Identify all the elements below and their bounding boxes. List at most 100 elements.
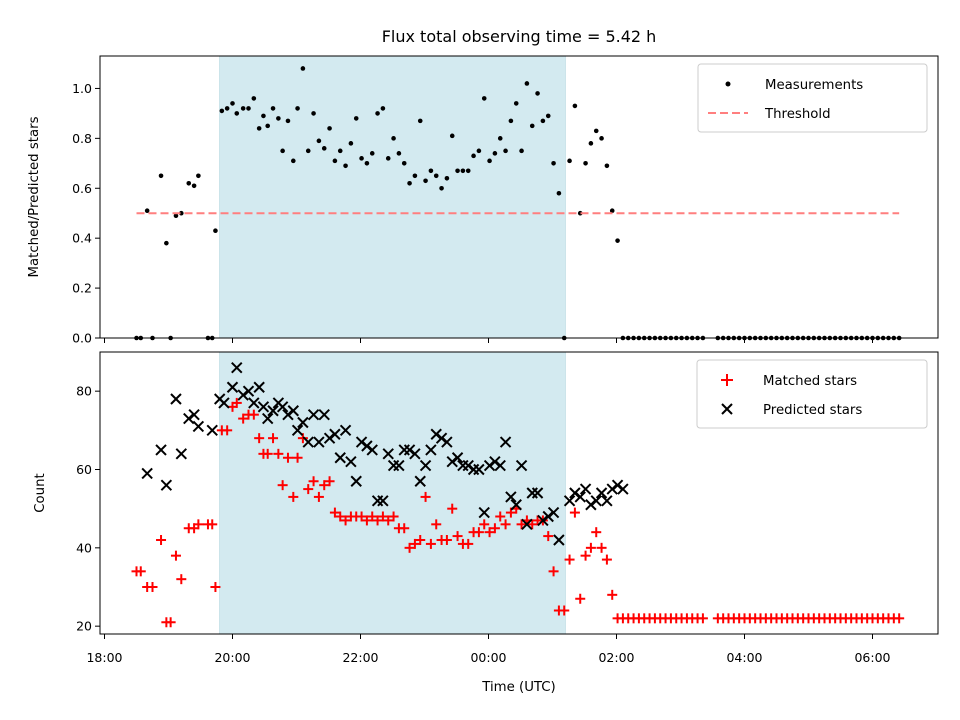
bot-x-tick: 20:00: [214, 634, 251, 665]
matched-stars-point: [473, 527, 484, 538]
bot-x-tick: 18:00: [86, 634, 123, 665]
predicted-stars-point: [531, 487, 544, 499]
matched-stars-point: [361, 515, 372, 526]
predicted-stars-point: [226, 381, 239, 393]
measurement-point: [285, 118, 291, 124]
predicted-stars-point: [334, 452, 346, 464]
measurement-point: [535, 91, 540, 96]
matched-stars-point: [607, 589, 618, 600]
matched-stars-point: [262, 448, 273, 459]
predicted-stars-point: [192, 420, 205, 433]
predicted-stars-point: [366, 444, 378, 456]
measurement-point: [460, 168, 466, 174]
measurement-point: [593, 128, 599, 134]
measurement-point: [455, 168, 460, 174]
predicted-stars-point: [141, 467, 153, 480]
predicted-stars-point: [155, 444, 167, 456]
matched-stars-point: [367, 511, 378, 522]
matched-stars-point: [559, 605, 570, 616]
measurement-point: [295, 106, 300, 111]
bottom-y-ticks: 20 40 60 80: [76, 384, 100, 634]
matched-stars-point: [516, 519, 527, 530]
measurement-point: [343, 163, 348, 169]
predicted-stars-point: [494, 459, 506, 472]
measurement-point: [158, 173, 164, 179]
predicted-stars-point: [350, 475, 362, 487]
matched-stars-point: [591, 527, 602, 538]
measurement-point: [609, 208, 615, 214]
predicted-stars-point: [521, 518, 533, 531]
predicted-stars-point: [175, 448, 188, 460]
matched-stars-point: [324, 476, 335, 487]
measurement-point: [583, 161, 588, 166]
matched-stars-point: [697, 613, 708, 624]
measurement-point: [396, 151, 402, 156]
matched-stars-point: [147, 582, 158, 592]
measurement-point: [337, 148, 343, 154]
top-y-tick: 0.0: [72, 331, 100, 346]
measurement-point: [471, 153, 476, 159]
predicted-stars-point: [430, 428, 442, 440]
bottom-legend-box: [696, 359, 928, 429]
predicted-stars-point: [377, 495, 389, 507]
legend-threshold-label: Threshold: [764, 107, 831, 122]
predicted-stars-point: [446, 455, 458, 468]
measurement-point: [412, 173, 418, 179]
matched-stars-point: [383, 515, 394, 526]
predicted-stars-point: [267, 405, 279, 417]
matched-stars-point: [135, 566, 146, 577]
matched-stars-point: [238, 413, 249, 424]
predicted-stars-point: [606, 483, 618, 495]
bot-y-tick-label: 40: [76, 540, 92, 555]
measurement-point: [572, 103, 578, 109]
predicted-stars-point: [237, 389, 249, 401]
predicted-stars-point: [355, 436, 368, 448]
predicted-stars-point: [206, 424, 218, 437]
top-y-tick-label: 0.2: [72, 281, 92, 296]
predicted-stars-point: [414, 475, 426, 487]
measurement-point: [401, 161, 407, 166]
predicted-stars-point: [441, 436, 453, 448]
legend-predicted-marker: [721, 403, 733, 415]
matched-stars-point: [452, 531, 463, 542]
matched-stars-point: [580, 550, 591, 561]
measurement-point: [291, 158, 296, 164]
measurement-point: [513, 101, 519, 106]
bottom-marks-layer: [131, 361, 905, 628]
predicted-stars-point: [542, 510, 554, 523]
bot-y-tick-label: 80: [76, 384, 92, 399]
predicted-stars-point: [248, 397, 260, 409]
predicted-stars-point: [276, 401, 289, 413]
matched-stars-point: [356, 511, 367, 522]
predicted-stars-point: [579, 483, 592, 495]
measurement-point: [196, 173, 201, 179]
x-tick-label: 02:00: [598, 650, 634, 665]
series-matched-stars: [131, 397, 905, 628]
measurement-point: [524, 81, 530, 86]
top-y-tick-label: 0.0: [72, 331, 92, 346]
measurement-point: [391, 136, 396, 141]
matched-stars-point: [156, 535, 167, 545]
measurement-point: [439, 185, 444, 191]
x-tick-label: 00:00: [470, 650, 506, 665]
bottom-x-ticks: 18:00 20:00 22:00 00:00 02:00 04:00 06:00: [86, 634, 891, 665]
top-y-tick: 0.2: [72, 281, 100, 296]
matched-stars-point: [308, 476, 319, 487]
measurement-point: [503, 148, 508, 154]
matched-stars-point: [489, 523, 500, 534]
matched-stars-point: [575, 593, 586, 604]
measurement-point: [407, 180, 412, 186]
predicted-stars-point: [425, 444, 437, 456]
measurement-point: [256, 126, 262, 131]
top-axes-frame: [99, 55, 939, 339]
predicted-stars-point: [489, 455, 501, 468]
bot-x-tick: 00:00: [470, 634, 507, 665]
matched-stars-point: [420, 491, 431, 502]
top-legend-box: [697, 63, 928, 133]
matched-stars-point: [282, 452, 293, 463]
matched-stars-point: [329, 507, 340, 518]
predicted-stars-point: [409, 448, 421, 460]
top-y-tick-label: 0.4: [72, 231, 92, 246]
measurement-point: [487, 158, 492, 164]
measurement-point: [364, 161, 370, 166]
